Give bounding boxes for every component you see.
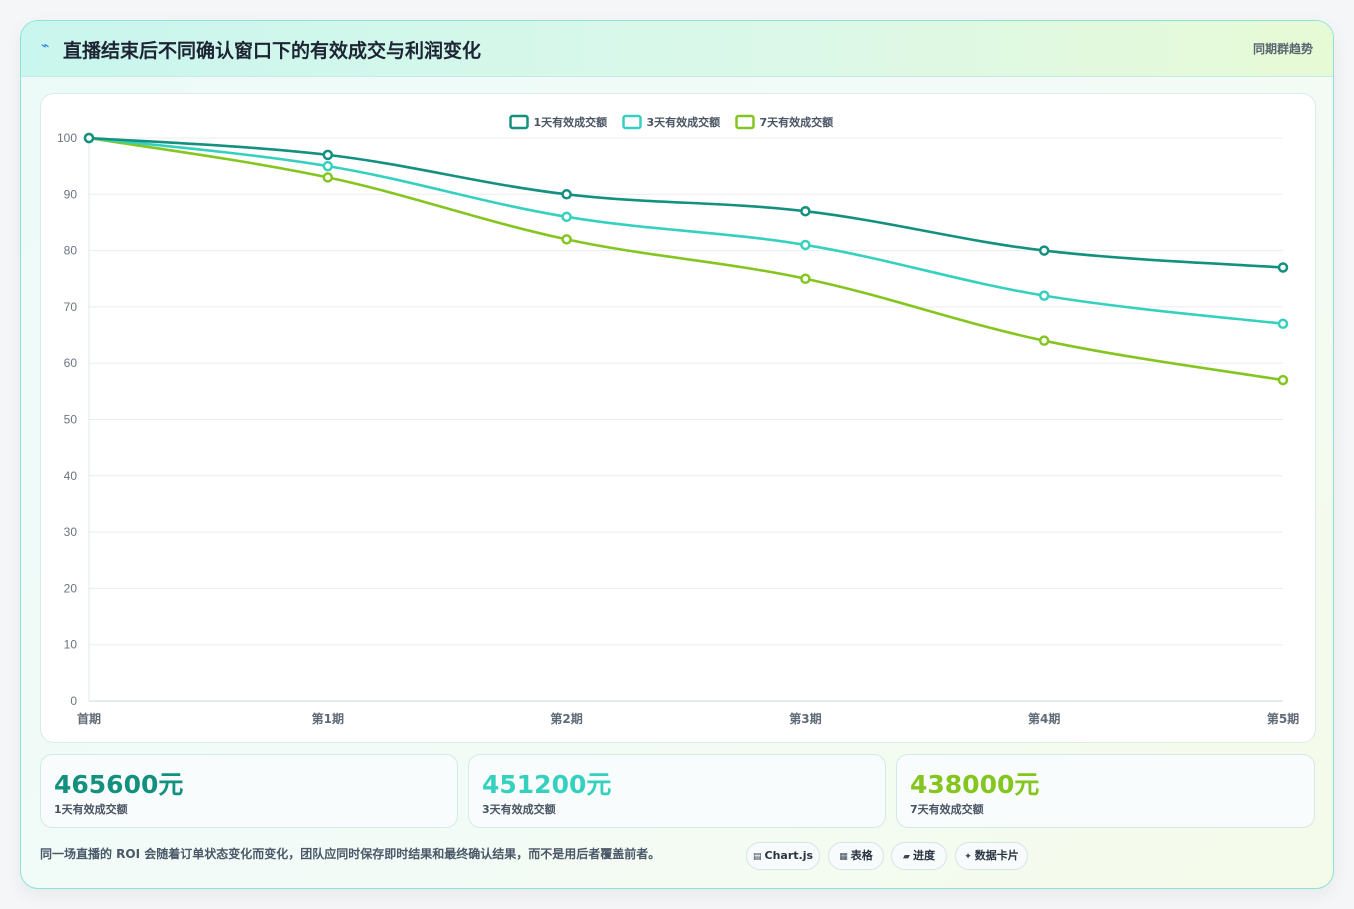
series-line-2 [88, 136, 1284, 326]
stat-value: 438000元 [910, 770, 1040, 799]
line-chart-svg: 0 10 20 30 40 50 60 70 80 90 100 首期 第1期 第2期 第3期 第4期 第5期 1… [57, 114, 1299, 726]
legend-swatch [509, 114, 529, 130]
legend-label: 1天有效成交额 [534, 115, 608, 129]
footer-note: 同一场直播的 ROI 会随着订单状态变化而变化，团队应同时保存即时结果和最终确认… [40, 847, 661, 861]
y-tick-label: 40 [64, 469, 78, 483]
pill-label: Chart.js [764, 849, 814, 862]
bolt-icon: ⌁ [41, 38, 50, 54]
x-tick-label: 第4期 [1028, 711, 1060, 726]
pill-chartjs[interactable]: ▤ Chart.js [746, 842, 820, 870]
chart-icon: ▤ [752, 852, 762, 862]
legend-swatch [735, 114, 755, 130]
legend-swatch [622, 114, 642, 130]
y-tick-label: 20 [64, 581, 78, 595]
x-tick-label: 第1期 [312, 711, 344, 726]
data-point [83, 132, 95, 144]
data-point [1277, 374, 1289, 386]
x-tick-label: 第2期 [550, 711, 582, 726]
stat-label: 1天有效成交额 [54, 803, 128, 816]
stat-label: 3天有效成交额 [482, 803, 556, 816]
y-tick-label: 60 [64, 356, 78, 370]
y-tick-label: 10 [64, 638, 78, 652]
legend-label: 7天有效成交额 [760, 115, 834, 129]
x-tick-label: 首期 [77, 711, 101, 726]
stat-label: 7天有效成交额 [910, 803, 984, 816]
data-point [561, 234, 572, 245]
data-point [322, 160, 334, 172]
y-tick-label: 90 [64, 187, 78, 201]
sparkle-icon: ✦ [964, 852, 972, 862]
stat-value: 465600元 [54, 770, 184, 799]
data-point [800, 273, 811, 284]
data-point [561, 211, 572, 223]
legend-label: 3天有效成交额 [647, 115, 721, 129]
data-point [1277, 318, 1289, 330]
progress-icon: ▰ [903, 852, 910, 862]
data-point [1038, 335, 1050, 346]
y-tick-label: 50 [64, 413, 78, 427]
card-header: ⌁ 直播结束后不同确认窗口下的有效成交与利润变化 同期群趋势 [21, 21, 1333, 77]
x-tick-label: 第5期 [1267, 711, 1299, 726]
x-tick-label: 第3期 [789, 711, 821, 726]
stat-value: 451200元 [482, 770, 612, 799]
series-line-1 [88, 136, 1284, 269]
pill-label: 进度 [912, 849, 935, 862]
y-tick-label: 70 [64, 300, 78, 314]
data-point [1277, 262, 1289, 273]
y-tick-label: 0 [70, 694, 77, 708]
header-tag: 同期群趋势 [1252, 42, 1313, 56]
series-line-3 [88, 136, 1284, 382]
y-tick-label: 30 [64, 525, 78, 539]
pill-label: 数据卡片 [974, 849, 1019, 862]
stat-card-1: 465600元 1天有效成交额 [40, 754, 458, 828]
data-point [800, 205, 811, 217]
stat-card-3: 438000元 7天有效成交额 [896, 754, 1315, 828]
line-chart: 0 10 20 30 40 50 60 70 80 90 100 首期 第1期 第2期 第3期 第4期 第5期 1… [40, 93, 1316, 743]
pill-progress[interactable]: ▰ 进度 [891, 842, 947, 870]
stat-card-2: 451200元 3天有效成交额 [468, 754, 886, 828]
data-point [561, 189, 572, 200]
y-tick-label: 100 [57, 131, 77, 145]
page-title: 直播结束后不同确认窗口下的有效成交与利润变化 [63, 40, 482, 62]
data-point [322, 149, 334, 161]
data-point [322, 172, 334, 183]
report-card: ⌁ 直播结束后不同确认窗口下的有效成交与利润变化 同期群趋势 0 10 20 30 40… [20, 20, 1334, 889]
pill-table[interactable]: ▦ 表格 [828, 842, 884, 870]
pill-data-card[interactable]: ✦ 数据卡片 [955, 842, 1028, 870]
y-tick-label: 80 [64, 244, 78, 258]
pill-label: 表格 [850, 849, 873, 862]
data-point [1038, 245, 1050, 256]
table-icon: ▦ [839, 852, 848, 862]
data-point [800, 239, 811, 251]
data-point [1038, 290, 1050, 301]
